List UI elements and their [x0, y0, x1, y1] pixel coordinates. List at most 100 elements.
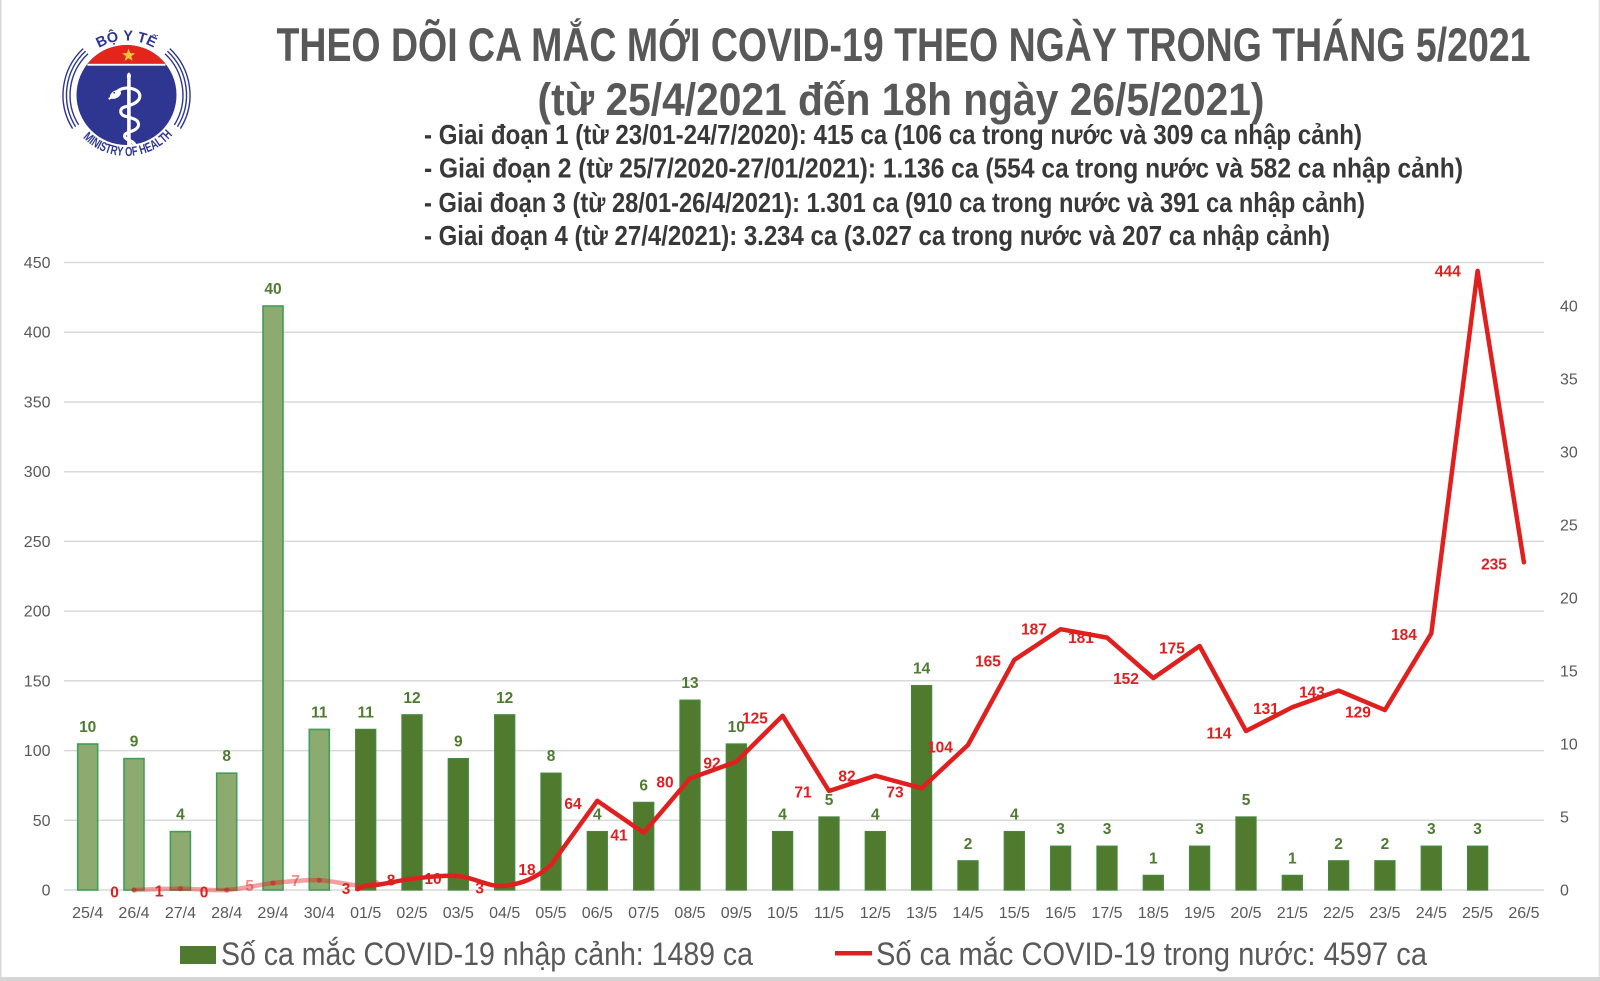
svg-text:08/5: 08/5 — [674, 905, 705, 922]
svg-text:26/5: 26/5 — [1508, 905, 1539, 922]
svg-text:F: F — [131, 145, 139, 159]
svg-text:26/4: 26/4 — [118, 905, 149, 922]
svg-text:0: 0 — [42, 883, 51, 900]
svg-text:H: H — [138, 143, 148, 158]
svg-text:04/5: 04/5 — [489, 905, 520, 922]
svg-text:444: 444 — [1435, 264, 1461, 281]
svg-text:41: 41 — [610, 828, 628, 845]
svg-text:24/5: 24/5 — [1416, 905, 1447, 922]
svg-text:I: I — [95, 139, 104, 152]
svg-text:73: 73 — [886, 785, 904, 802]
svg-text:8: 8 — [222, 748, 231, 765]
svg-text:14/5: 14/5 — [952, 905, 983, 922]
svg-text:02/5: 02/5 — [396, 905, 427, 922]
svg-text:165: 165 — [975, 654, 1001, 671]
svg-text:3: 3 — [1195, 821, 1204, 838]
svg-text:40: 40 — [1560, 299, 1578, 316]
svg-text:1: 1 — [155, 884, 164, 901]
svg-text:300: 300 — [24, 464, 51, 481]
svg-text:- Giai đoạn 3 (từ 28/01-26/4/2: - Giai đoạn 3 (từ 28/01-26/4/2021): 1.30… — [424, 187, 1365, 218]
svg-text:20/5: 20/5 — [1230, 905, 1261, 922]
svg-text:181: 181 — [1068, 630, 1094, 647]
svg-text:40: 40 — [264, 281, 281, 298]
svg-text:8: 8 — [387, 873, 396, 890]
svg-text:23/5: 23/5 — [1369, 905, 1400, 922]
svg-text:Y: Y — [116, 145, 124, 159]
svg-text:8: 8 — [547, 748, 556, 765]
svg-text:10/5: 10/5 — [767, 905, 798, 922]
svg-text:18/5: 18/5 — [1138, 905, 1169, 922]
svg-text:27/4: 27/4 — [165, 905, 196, 922]
svg-text:3: 3 — [1103, 821, 1112, 838]
svg-text:S: S — [97, 140, 109, 155]
svg-text:10: 10 — [1560, 737, 1578, 754]
svg-text:16/5: 16/5 — [1045, 905, 1076, 922]
svg-text:I: I — [87, 135, 97, 148]
svg-text:T: T — [103, 142, 113, 157]
svg-text:4: 4 — [593, 807, 602, 824]
svg-text:25/4: 25/4 — [72, 905, 103, 922]
svg-text:06/5: 06/5 — [582, 905, 613, 922]
svg-text:5: 5 — [825, 792, 834, 809]
svg-text:1: 1 — [1149, 850, 1158, 867]
svg-text:9: 9 — [130, 734, 139, 751]
svg-text:09/5: 09/5 — [721, 905, 752, 922]
svg-text:18: 18 — [518, 862, 536, 879]
svg-text:143: 143 — [1299, 685, 1325, 702]
svg-text:14: 14 — [913, 661, 931, 678]
svg-text:71: 71 — [794, 785, 812, 802]
svg-text:350: 350 — [24, 395, 51, 412]
svg-text:- Giai đoạn 1 (từ 23/01-24/7/2: - Giai đoạn 1 (từ 23/01-24/7/2020): 415 … — [424, 119, 1362, 150]
svg-text:187: 187 — [1021, 622, 1047, 639]
svg-text:35: 35 — [1560, 372, 1578, 389]
svg-text:5: 5 — [1560, 810, 1569, 827]
svg-text:21/5: 21/5 — [1277, 905, 1308, 922]
svg-text:7: 7 — [291, 873, 300, 890]
svg-text:(từ 25/4/2021 đến 18h ngày 26/: (từ 25/4/2021 đến 18h ngày 26/5/2021) — [538, 74, 1265, 125]
svg-text:175: 175 — [1159, 641, 1185, 658]
svg-text:4: 4 — [176, 807, 185, 824]
svg-text:25/5: 25/5 — [1462, 905, 1493, 922]
svg-text:200: 200 — [24, 604, 51, 621]
svg-text:15/5: 15/5 — [999, 905, 1030, 922]
svg-text:3: 3 — [342, 881, 351, 898]
svg-text:29/4: 29/4 — [257, 905, 288, 922]
svg-text:O: O — [125, 145, 133, 159]
svg-text:10: 10 — [728, 719, 745, 736]
svg-text:450: 450 — [24, 255, 51, 272]
svg-text:12: 12 — [496, 690, 513, 707]
svg-text:400: 400 — [24, 325, 51, 342]
svg-text:9: 9 — [454, 734, 463, 751]
svg-text:3: 3 — [1473, 821, 1482, 838]
svg-text:19/5: 19/5 — [1184, 905, 1215, 922]
svg-text:17/5: 17/5 — [1091, 905, 1122, 922]
svg-text:2: 2 — [964, 836, 973, 853]
svg-text:Y: Y — [123, 28, 133, 44]
svg-text:10: 10 — [424, 871, 441, 888]
svg-text:80: 80 — [656, 775, 673, 792]
svg-text:64: 64 — [564, 796, 582, 813]
svg-text:- Giai đoạn 4 (từ 27/4/2021):: - Giai đoạn 4 (từ 27/4/2021): 3.234 ca (… — [424, 220, 1330, 251]
svg-text:114: 114 — [1206, 726, 1231, 743]
svg-text:131: 131 — [1253, 701, 1279, 718]
svg-text:05/5: 05/5 — [535, 905, 566, 922]
svg-text:2: 2 — [1334, 836, 1343, 853]
svg-text:82: 82 — [838, 769, 855, 786]
svg-text:152: 152 — [1113, 671, 1139, 688]
svg-text:125: 125 — [742, 711, 768, 728]
svg-text:6: 6 — [639, 777, 648, 794]
svg-text:Số ca mắc COVID-19 nhập cảnh:: Số ca mắc COVID-19 nhập cảnh: 1489 ca — [221, 936, 753, 972]
svg-text:0: 0 — [200, 885, 209, 902]
svg-text:4: 4 — [1010, 807, 1019, 824]
svg-text:25: 25 — [1560, 518, 1578, 535]
svg-text:13/5: 13/5 — [906, 905, 937, 922]
svg-text:THEO DÕI CA MẮC MỚI COVID-19 T: THEO DÕI CA MẮC MỚI COVID-19 THEO NGÀY T… — [277, 18, 1531, 71]
svg-text:3: 3 — [475, 880, 484, 897]
svg-text:12: 12 — [403, 690, 420, 707]
svg-text:2: 2 — [1381, 836, 1390, 853]
svg-text:11: 11 — [358, 704, 375, 721]
svg-text:20: 20 — [1560, 591, 1578, 608]
svg-text:3: 3 — [1056, 821, 1065, 838]
svg-text:28/4: 28/4 — [211, 905, 242, 922]
svg-text:129: 129 — [1345, 705, 1371, 722]
